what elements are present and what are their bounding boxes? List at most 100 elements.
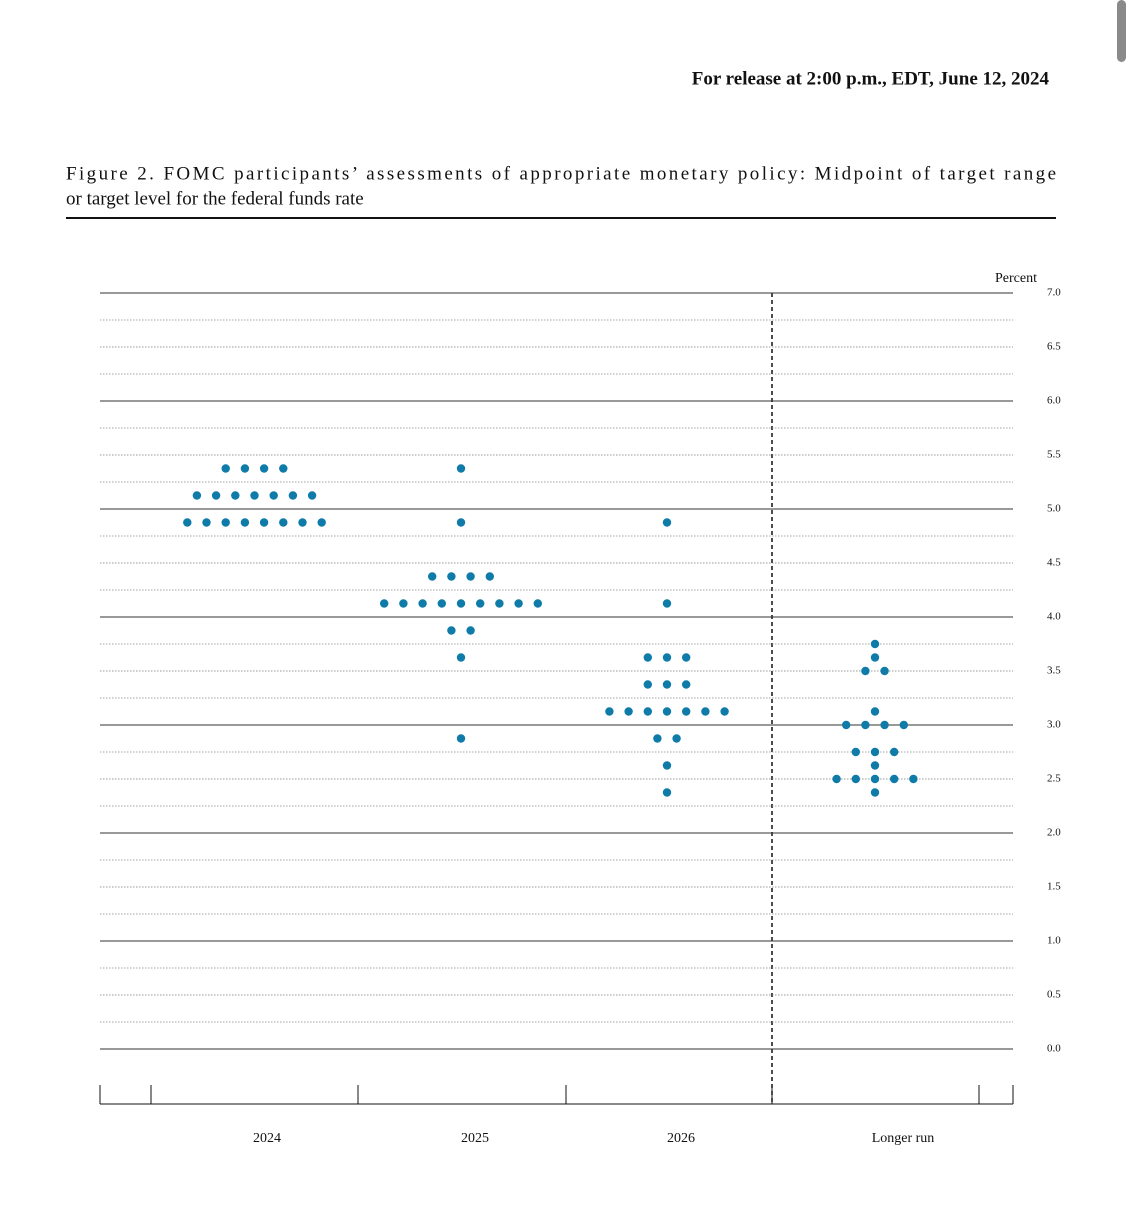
dot [380, 599, 389, 608]
y-tick-label: 4.0 [1047, 611, 1061, 623]
dot [662, 680, 672, 689]
dot [851, 774, 860, 784]
dot [870, 747, 880, 757]
dot [662, 518, 672, 527]
chart-subtitle: or target level for the federal funds ra… [66, 188, 364, 209]
y-tick-label: 3.5 [1047, 665, 1061, 677]
dot [662, 599, 672, 608]
dot [672, 734, 681, 743]
y-tick-label: 7.0 [1047, 287, 1061, 299]
y-tick-label: 6.0 [1047, 395, 1061, 407]
dot [682, 707, 691, 716]
dot [466, 572, 475, 581]
dot [202, 518, 211, 527]
y-axis-label: Percent [995, 271, 1037, 286]
dot [890, 774, 899, 784]
dot [447, 626, 456, 635]
release-line: For release at 2:00 p.m., EDT, June 12, … [692, 68, 1050, 89]
dot [870, 707, 880, 716]
dot [624, 707, 633, 716]
dot [842, 720, 851, 730]
dot [701, 707, 710, 716]
dot [221, 518, 230, 527]
y-tick-label: 5.5 [1047, 449, 1061, 461]
dot [870, 774, 880, 784]
dot [870, 788, 880, 797]
dot [307, 491, 317, 500]
dot [418, 599, 427, 608]
dot [447, 572, 456, 581]
dot [653, 734, 662, 743]
dot [456, 518, 466, 527]
dot [870, 639, 880, 649]
dot [682, 653, 691, 662]
dot [662, 788, 672, 797]
dot [211, 491, 221, 500]
scrollbar[interactable] [1117, 0, 1126, 62]
dot [240, 464, 250, 473]
dot [456, 599, 466, 608]
dot [514, 599, 523, 608]
chart-title: Figure 2. FOMC participants’ assessments… [66, 163, 1056, 184]
y-tick-label: 2.5 [1047, 773, 1061, 785]
x-tick-label: 2026 [667, 1131, 695, 1146]
y-tick-label: 3.0 [1047, 719, 1061, 731]
x-tick-label: Longer run [872, 1131, 935, 1146]
dot [662, 761, 672, 770]
dot [240, 518, 250, 527]
y-tick-label: 0.0 [1047, 1043, 1061, 1055]
y-tick-label: 2.0 [1047, 827, 1061, 839]
dot [428, 572, 437, 581]
dot [870, 653, 880, 662]
dot [259, 464, 269, 473]
dot [250, 491, 259, 500]
dot [192, 491, 202, 500]
dot [832, 774, 841, 784]
dot [533, 599, 542, 608]
y-tick-label: 0.5 [1047, 989, 1061, 1001]
dot [456, 653, 466, 662]
dot [317, 518, 326, 527]
x-tick-label: 2025 [461, 1131, 489, 1146]
dot [909, 774, 918, 784]
dot [643, 680, 652, 689]
dot [221, 464, 230, 473]
y-tick-label: 6.5 [1047, 341, 1061, 353]
dot [259, 518, 269, 527]
dot [682, 680, 691, 689]
dot [279, 464, 288, 473]
dot [720, 707, 729, 716]
y-tick-label: 1.5 [1047, 881, 1061, 893]
dot [456, 734, 466, 743]
dot [485, 572, 494, 581]
dot [298, 518, 307, 527]
dot [437, 599, 446, 608]
y-tick-label: 4.5 [1047, 557, 1061, 569]
y-tick-label: 5.0 [1047, 503, 1061, 515]
dot [399, 599, 408, 608]
dot [288, 491, 298, 500]
dot [495, 599, 504, 608]
dot [643, 653, 652, 662]
dot [466, 626, 475, 635]
dot [851, 747, 860, 757]
dot [662, 653, 672, 662]
dot [643, 707, 652, 716]
dot [890, 747, 899, 757]
x-tick-label: 2024 [253, 1131, 281, 1146]
dot [662, 707, 672, 716]
dot [279, 518, 288, 527]
y-tick-label: 1.0 [1047, 935, 1061, 947]
dot [880, 720, 889, 730]
dot [899, 720, 908, 730]
dot [880, 666, 889, 676]
dot [476, 599, 485, 608]
dot [861, 666, 870, 676]
dot [861, 720, 870, 730]
dot [231, 491, 240, 500]
dot [269, 491, 278, 500]
dot [605, 707, 614, 716]
dot [456, 464, 466, 473]
